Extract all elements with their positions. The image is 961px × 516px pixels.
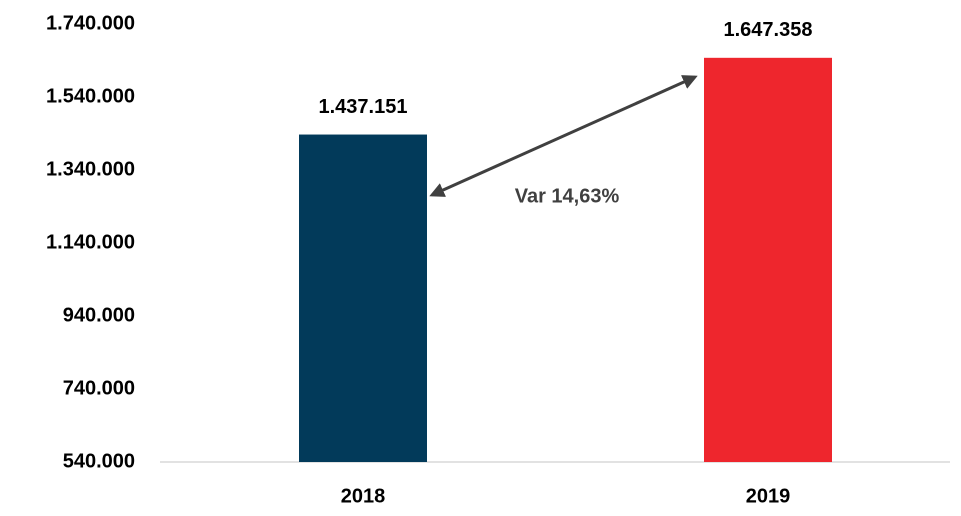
y-tick-label: 740.000 bbox=[63, 377, 135, 399]
bar bbox=[299, 134, 427, 462]
y-tick-label: 1.540.000 bbox=[46, 85, 135, 107]
value-label: 1.437.151 bbox=[319, 96, 408, 118]
value-label: 1.647.358 bbox=[724, 19, 813, 41]
y-tick-label: 1.740.000 bbox=[46, 12, 135, 34]
y-tick-label: 1.340.000 bbox=[46, 158, 135, 180]
x-tick-label: 2019 bbox=[746, 485, 791, 507]
annotation: Var 14,63% bbox=[515, 185, 620, 207]
bar bbox=[704, 57, 832, 462]
variation-arrow bbox=[429, 75, 698, 197]
y-tick-label: 940.000 bbox=[63, 304, 135, 326]
y-tick-label: 540.000 bbox=[63, 450, 135, 472]
y-tick-label: 1.140.000 bbox=[46, 231, 135, 253]
x-tick-label: 2018 bbox=[341, 485, 386, 507]
